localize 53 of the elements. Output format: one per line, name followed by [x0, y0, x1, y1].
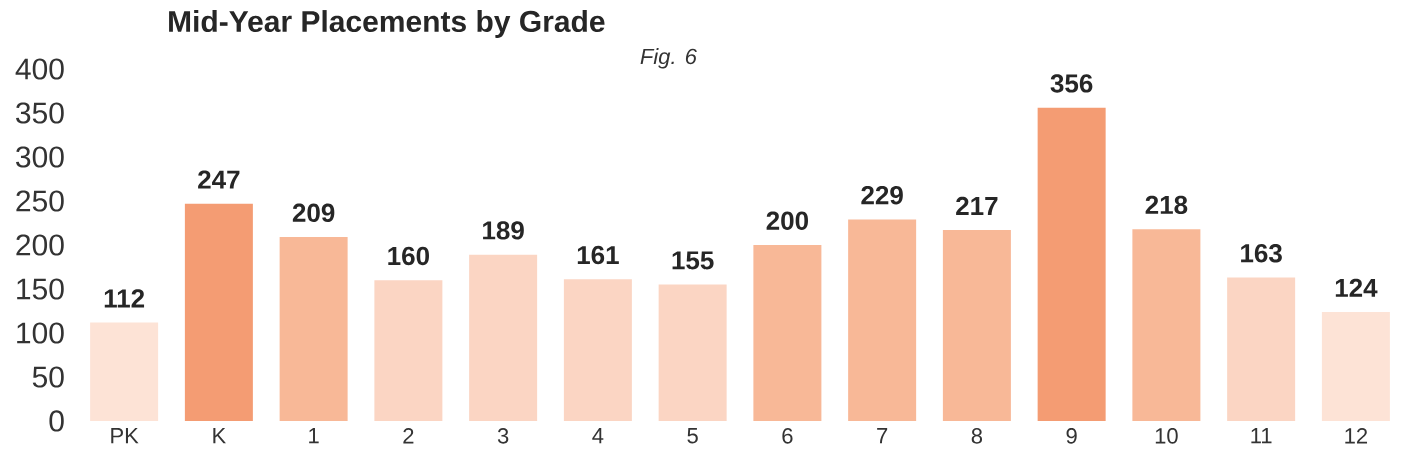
- bar: [184, 203, 253, 421]
- x-tick-label: 2: [403, 428, 414, 444]
- x-tick-label: 10: [1155, 428, 1178, 444]
- chart-title: Mid-Year Placements by Grade: [169, 10, 605, 39]
- x-tick-label: PK: [111, 428, 139, 444]
- y-tick-label: 200: [16, 234, 64, 256]
- x-tick-label: 6: [782, 428, 793, 444]
- x-tick-label: K: [213, 428, 226, 444]
- data-label: 189: [483, 221, 524, 240]
- x-tick-label: 5: [687, 428, 698, 444]
- bar: [469, 254, 538, 421]
- y-tick-label: 350: [16, 102, 64, 124]
- data-label: 200: [766, 211, 808, 230]
- x-tick-label: 12: [1345, 428, 1368, 444]
- x-tick-label: 3: [497, 428, 509, 444]
- bar: [563, 279, 632, 421]
- data-label: 356: [1050, 74, 1093, 93]
- data-label: 155: [672, 251, 714, 270]
- bar: [753, 245, 822, 421]
- y-tick-label: 50: [32, 366, 64, 388]
- caption: Fig. 6: [640, 48, 697, 69]
- data-label: 160: [388, 246, 429, 266]
- data-label: 209: [292, 203, 335, 223]
- data-label: 217: [956, 196, 998, 215]
- bar: [374, 280, 443, 421]
- y-tick-label: 300: [16, 146, 64, 168]
- data-label: 218: [1145, 195, 1188, 215]
- bar: [90, 322, 159, 421]
- data-label: 163: [1241, 244, 1282, 263]
- data-label: 247: [198, 170, 240, 189]
- data-label: 161: [577, 245, 619, 265]
- y-tick-label: 100: [17, 322, 64, 344]
- y-tick-label: 400: [15, 58, 64, 80]
- x-tick-label: 8: [971, 428, 983, 444]
- x-tick-label: 4: [592, 428, 604, 444]
- bar: [1321, 311, 1390, 421]
- bar: [1037, 107, 1106, 421]
- bar: [1227, 277, 1296, 421]
- bar: [658, 284, 727, 421]
- x-tick-label: 7: [877, 428, 888, 444]
- data-label: 124: [1335, 278, 1378, 297]
- bar: [1132, 229, 1201, 421]
- y-tick-label: 250: [16, 190, 64, 212]
- y-tick-label: 150: [17, 278, 64, 300]
- y-tick-label: 0: [49, 410, 64, 432]
- data-label: 112: [104, 289, 145, 308]
- x-tick-label: 11: [1251, 428, 1272, 444]
- x-tick-label: 9: [1066, 428, 1077, 444]
- bar: [848, 219, 917, 421]
- bar: [942, 230, 1011, 421]
- x-tick-label: 1: [309, 428, 319, 444]
- data-label: 229: [861, 186, 903, 205]
- bar: [279, 237, 348, 421]
